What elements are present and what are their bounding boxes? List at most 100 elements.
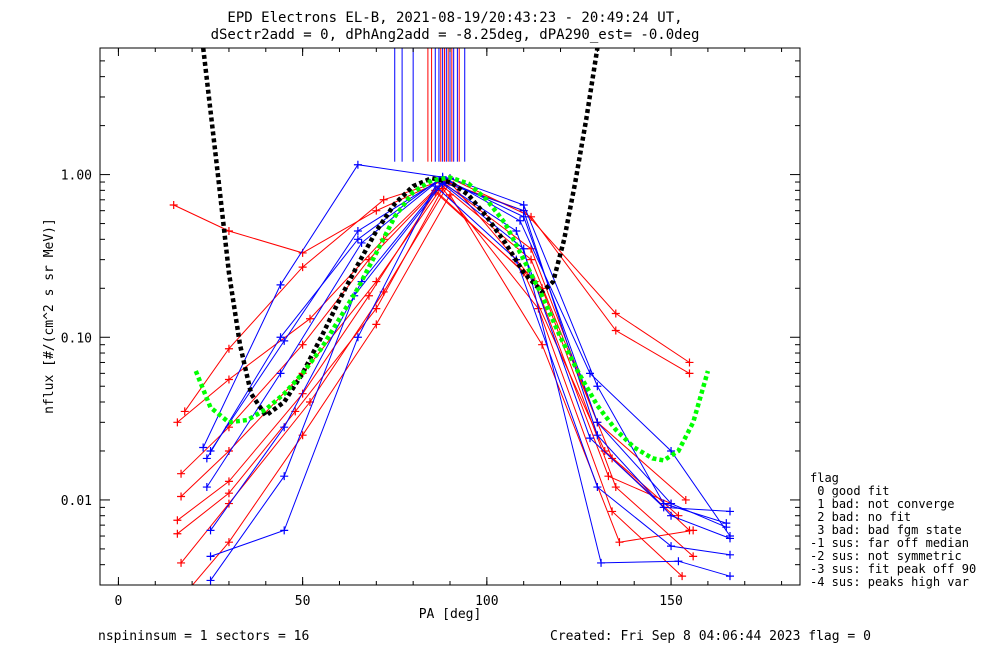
data-point bbox=[357, 238, 366, 247]
data-point bbox=[667, 511, 676, 520]
data-point bbox=[280, 526, 289, 535]
data-point bbox=[586, 434, 594, 443]
chart-subtitle: dSectr2add = 0, dPhAng2add = -8.25deg, d… bbox=[211, 27, 700, 43]
data-point bbox=[206, 526, 215, 535]
data-point bbox=[298, 389, 307, 398]
series-line bbox=[206, 176, 731, 537]
legend-title: flag bbox=[810, 471, 839, 485]
data-point bbox=[689, 552, 698, 561]
data-point bbox=[199, 443, 208, 452]
data-point bbox=[224, 499, 233, 508]
data-point bbox=[446, 190, 454, 199]
data-point bbox=[681, 495, 690, 504]
y-axis-label: nflux [#/(cm^2 s sr MeV)] bbox=[42, 218, 57, 414]
data-point bbox=[224, 489, 233, 498]
data-point bbox=[685, 369, 694, 378]
x-tick-label: 100 bbox=[475, 594, 498, 609]
series-line bbox=[177, 181, 687, 501]
data-point bbox=[593, 431, 602, 440]
data-point bbox=[372, 320, 381, 329]
data-point bbox=[611, 309, 620, 318]
data-point bbox=[538, 340, 547, 349]
data-point bbox=[722, 519, 731, 528]
data-point bbox=[224, 538, 233, 547]
data-point bbox=[593, 418, 602, 427]
data-point bbox=[280, 423, 289, 432]
data-point bbox=[597, 558, 606, 567]
data-point bbox=[611, 326, 620, 335]
data-point bbox=[685, 358, 694, 367]
data-point bbox=[372, 206, 381, 215]
data-point bbox=[280, 472, 289, 481]
legend-entry: 0 good fit bbox=[810, 484, 889, 498]
y-tick-label: 0.10 bbox=[61, 331, 92, 346]
data-point bbox=[667, 542, 676, 551]
series-line bbox=[177, 191, 694, 557]
legend-entry: -2 sus: not symmetric bbox=[810, 549, 962, 563]
footer-right: Created: Fri Sep 8 04:06:44 2023 flag = … bbox=[550, 629, 871, 644]
data-point bbox=[276, 333, 285, 342]
series-line bbox=[210, 185, 731, 557]
series-line bbox=[210, 181, 731, 539]
data-point bbox=[659, 499, 668, 508]
chart-title-group: EPD Electrons EL-B, 2021-08-19/20:43:23 … bbox=[211, 10, 700, 43]
data-point bbox=[678, 572, 687, 581]
series-line bbox=[210, 182, 731, 581]
data-point bbox=[306, 314, 314, 323]
series-line bbox=[206, 179, 731, 512]
series-line bbox=[180, 185, 690, 531]
data-point bbox=[604, 472, 613, 481]
data-point bbox=[298, 263, 307, 272]
series-line bbox=[210, 177, 727, 528]
data-point bbox=[353, 160, 362, 169]
y-tick-label: 0.01 bbox=[61, 494, 92, 509]
y-axis: 0.01 0.10 1.00 bbox=[61, 47, 800, 586]
series-line bbox=[191, 193, 694, 585]
data-point bbox=[516, 216, 524, 225]
data-point bbox=[615, 538, 624, 547]
series-line bbox=[202, 164, 727, 524]
data-point bbox=[431, 182, 440, 191]
x-axis: 0 50 100 150 bbox=[115, 48, 783, 609]
data-point bbox=[180, 407, 189, 416]
legend-entry: 2 bad: no fit bbox=[810, 510, 911, 524]
data-point bbox=[519, 201, 528, 210]
data-point bbox=[353, 227, 362, 236]
data-point bbox=[726, 507, 734, 516]
data-point bbox=[224, 344, 233, 353]
chart-title: EPD Electrons EL-B, 2021-08-19/20:43:23 … bbox=[227, 10, 682, 26]
data-point bbox=[173, 516, 182, 525]
data-point bbox=[512, 227, 521, 236]
data-point bbox=[364, 291, 373, 300]
data-point bbox=[353, 235, 362, 244]
legend-entry: -1 sus: far off median bbox=[810, 536, 969, 550]
data-point bbox=[372, 304, 381, 313]
x-axis-label: PA [deg] bbox=[419, 607, 482, 622]
data-point bbox=[674, 557, 683, 566]
series-line bbox=[173, 179, 690, 363]
data-point bbox=[519, 244, 528, 253]
data-point bbox=[173, 418, 182, 427]
data-point bbox=[202, 483, 211, 492]
data-point bbox=[276, 369, 285, 378]
legend-entry: -4 sus: peaks high var bbox=[810, 575, 969, 589]
data-point bbox=[206, 446, 215, 455]
data-point bbox=[206, 576, 215, 585]
data-point bbox=[689, 526, 698, 535]
data-point bbox=[379, 195, 388, 204]
y-tick-label: 1.00 bbox=[61, 169, 92, 184]
data-point bbox=[224, 375, 233, 384]
x-tick-label: 150 bbox=[659, 594, 682, 609]
data-point bbox=[726, 550, 734, 559]
data-point bbox=[177, 492, 186, 501]
data-point bbox=[726, 532, 734, 541]
data-point bbox=[527, 255, 536, 264]
data-point bbox=[593, 483, 602, 492]
data-point bbox=[177, 558, 186, 567]
legend-entry: 3 bad: bad fgm state bbox=[810, 523, 962, 537]
data-point bbox=[173, 529, 182, 538]
data-point bbox=[298, 340, 307, 349]
plot-area bbox=[169, 48, 734, 585]
x-tick-label: 0 bbox=[115, 594, 123, 609]
